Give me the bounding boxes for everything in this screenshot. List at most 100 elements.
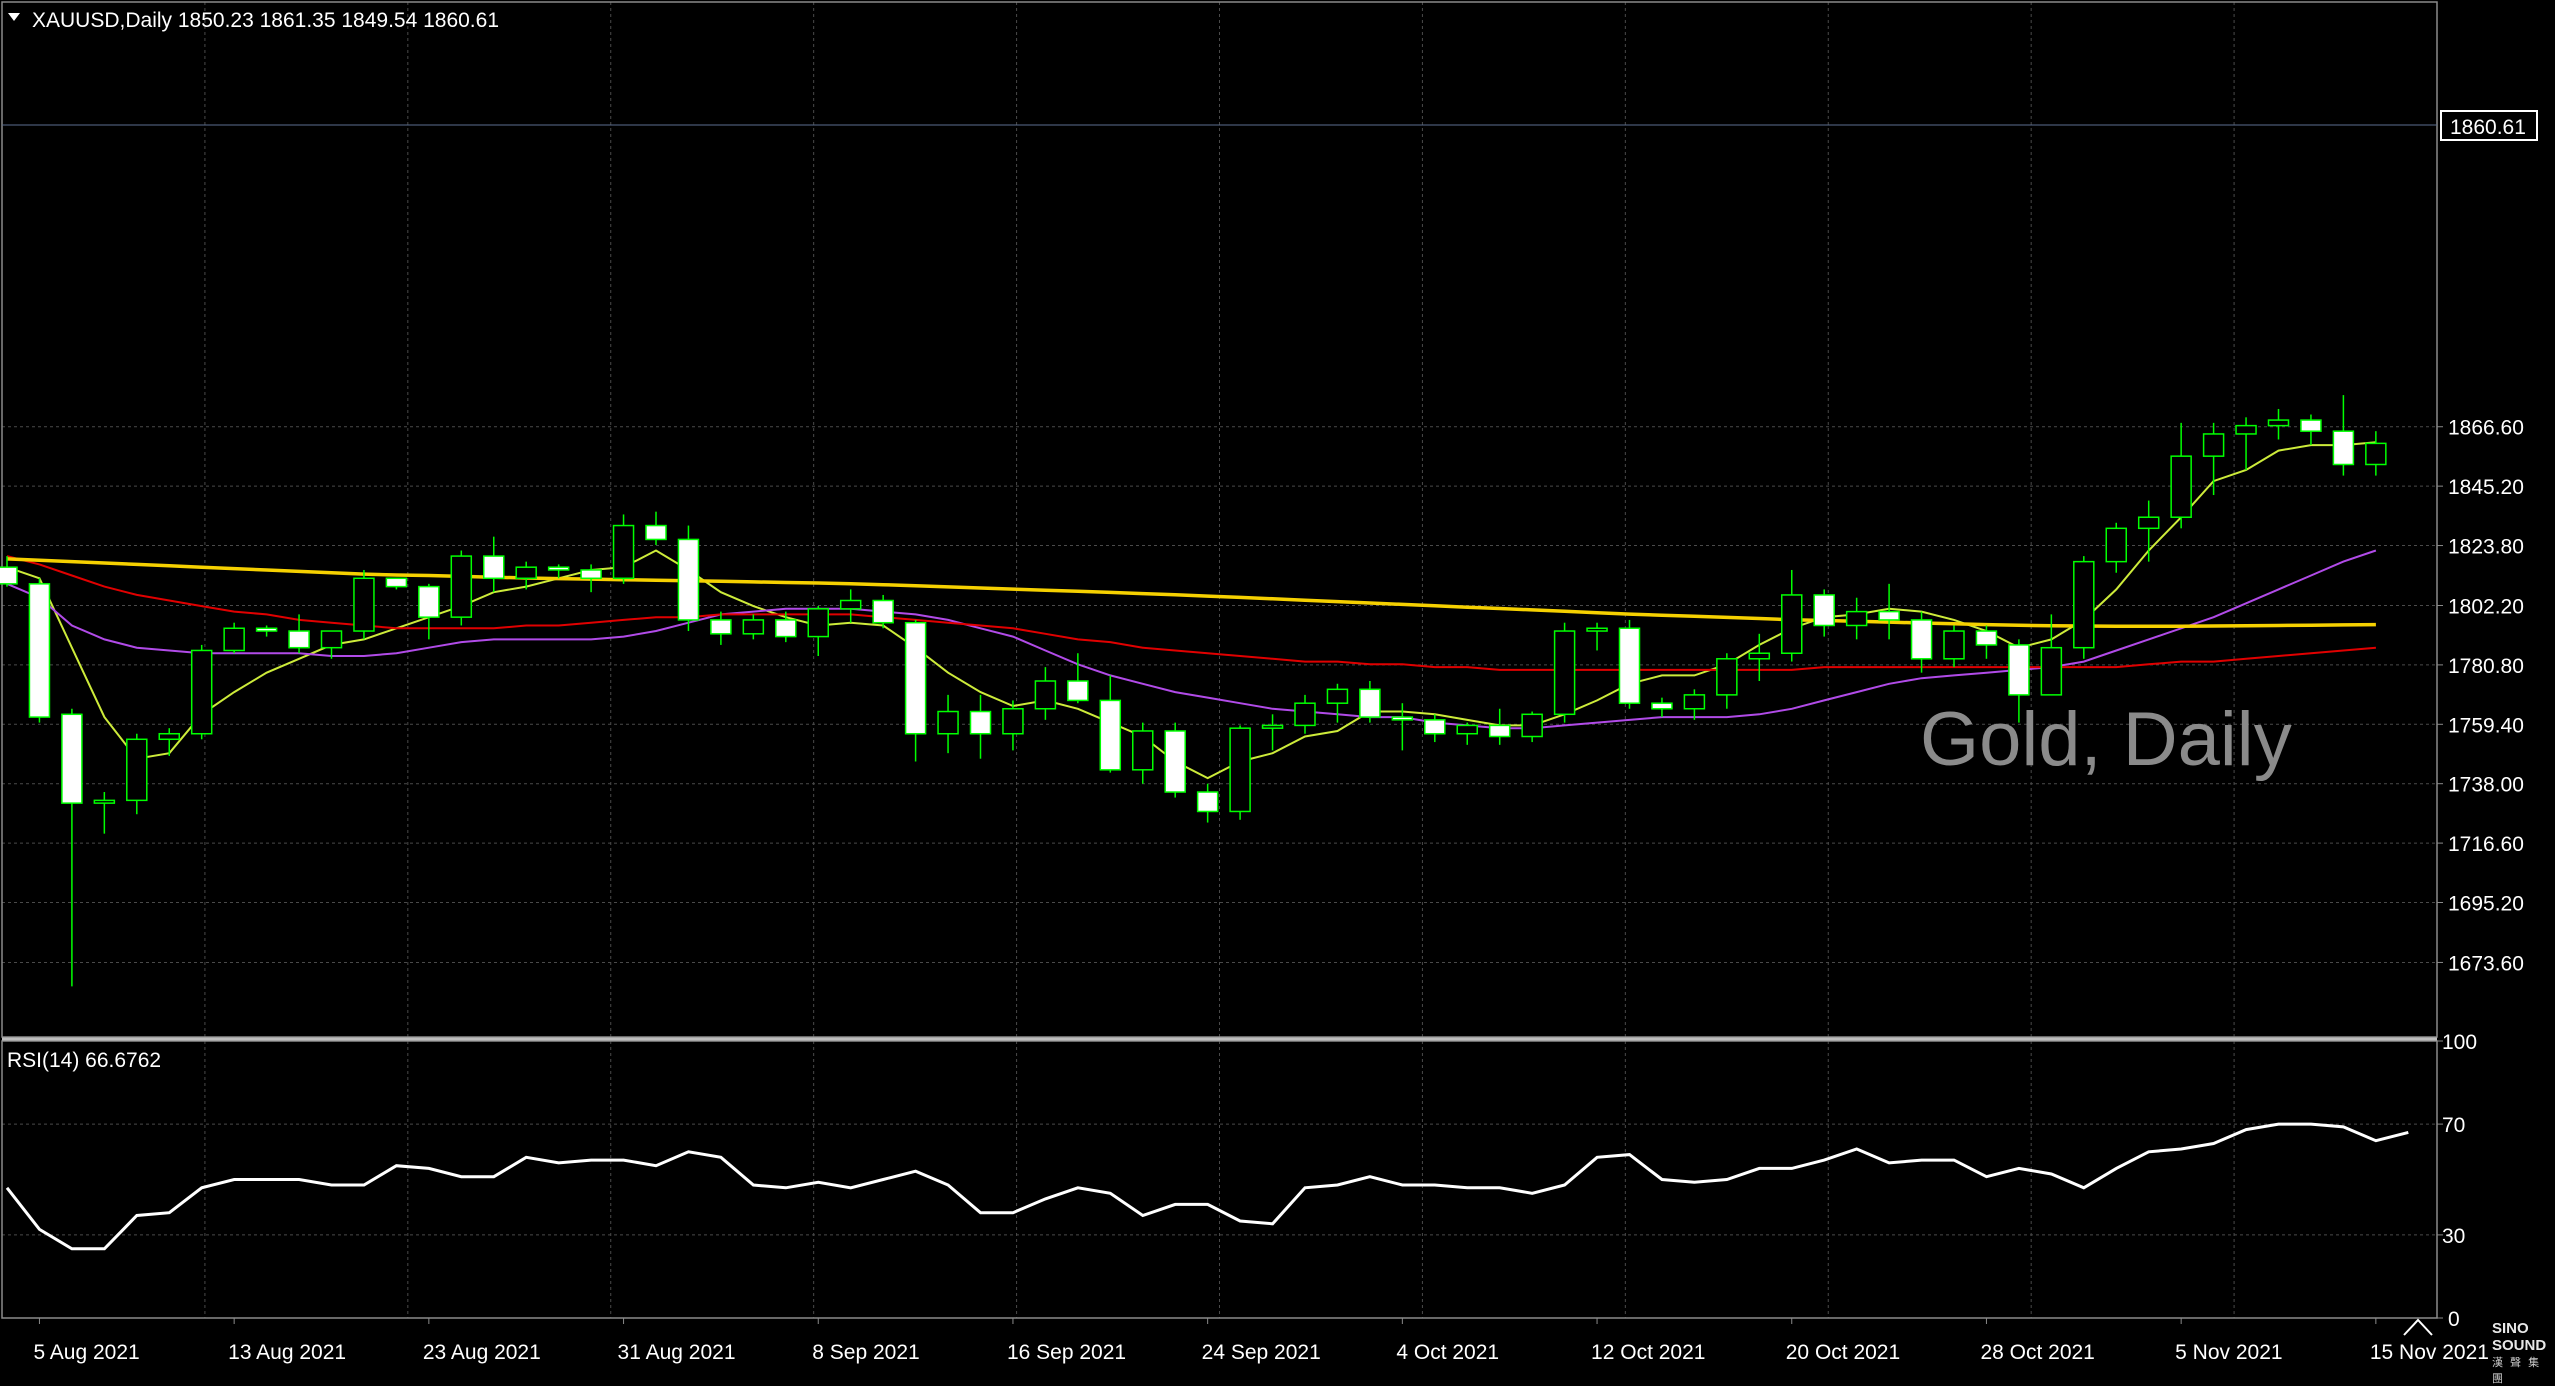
price-axis[interactable]: 1866.60 1845.20 1823.80 1802.20 1780.80 1759.… xyxy=(2437,417,2524,976)
candle-body xyxy=(1488,724,1511,738)
candle-body xyxy=(1132,730,1154,771)
chart-watermark: Gold, Daily xyxy=(1920,697,2292,782)
symbol-ohlc-label: XAUUSD,Daily 1850.23 1861.35 1849.54 186… xyxy=(32,9,499,32)
candle xyxy=(775,611,797,643)
date-tick-label: 12 Oct 2021 xyxy=(1591,1341,1705,1364)
last-price-value: 1860.61 xyxy=(2450,116,2526,139)
last-price-tag xyxy=(2440,110,2538,141)
candle-body xyxy=(1034,680,1057,710)
candle xyxy=(839,589,862,623)
candle xyxy=(1456,722,1478,745)
moving-average-line xyxy=(6,557,2376,629)
candle xyxy=(1099,675,1122,773)
date-tick-label: 20 Oct 2021 xyxy=(1786,1341,1900,1364)
candle xyxy=(1391,703,1414,751)
candle-body xyxy=(1456,724,1478,735)
price-panel-frame xyxy=(1,1,2438,1038)
candle xyxy=(1132,722,1154,784)
candle xyxy=(2105,522,2127,573)
candle xyxy=(126,733,148,815)
candle-body xyxy=(1748,652,1771,660)
brand-name: SINO SOUND xyxy=(2492,1320,2547,1354)
rsi-tick-label: 30 xyxy=(2442,1225,2465,1248)
candle xyxy=(872,594,894,629)
candle-body xyxy=(1975,630,1998,646)
candle xyxy=(190,644,213,740)
candle-body xyxy=(1845,610,1868,627)
candle xyxy=(2202,422,2225,496)
date-tick-label: 24 Sep 2021 xyxy=(1202,1341,1321,1364)
candle-body xyxy=(320,630,343,649)
candle-body xyxy=(1229,727,1251,813)
candle-body xyxy=(158,732,180,741)
candle xyxy=(1521,711,1543,743)
candle-body xyxy=(2267,419,2290,427)
price-tick-label: 1845.20 xyxy=(2448,476,2524,499)
rsi-indicator xyxy=(5,1122,2409,1251)
rsi-tick-label: 100 xyxy=(2442,1031,2477,1054)
candle xyxy=(61,708,83,987)
rsi-axis[interactable]: 100 70 30 0 xyxy=(2437,1031,2477,1331)
candle xyxy=(937,694,959,754)
candle xyxy=(2040,614,2063,696)
candle xyxy=(969,694,992,759)
candle xyxy=(1716,653,1738,709)
candle-body xyxy=(126,738,148,802)
candle-body xyxy=(1910,619,1933,660)
moving-averages xyxy=(6,441,2377,780)
candle xyxy=(1424,714,1446,743)
candle-body xyxy=(2235,424,2257,435)
candle-body xyxy=(872,599,894,624)
candle xyxy=(158,728,180,756)
candle-body xyxy=(1099,699,1122,771)
candle-body xyxy=(93,799,116,804)
candle-body xyxy=(839,599,862,610)
candle-body xyxy=(2008,644,2030,696)
candle xyxy=(483,536,505,593)
candle-body xyxy=(1651,702,1673,710)
brand-subtitle: 漢 聲 集 團 xyxy=(2492,1357,2542,1385)
date-tick-label: 15 Nov 2021 xyxy=(2370,1341,2489,1364)
candle xyxy=(580,564,602,593)
shift-end-icon[interactable] xyxy=(2403,1318,2433,1336)
candle-body xyxy=(1781,594,1803,654)
collapse-triangle-icon[interactable] xyxy=(8,13,20,21)
candle xyxy=(2300,414,2322,446)
candle-body xyxy=(937,710,959,735)
candle-body xyxy=(645,524,667,541)
candle xyxy=(223,622,245,654)
candle xyxy=(1683,689,1706,720)
candle xyxy=(385,577,408,590)
candle-body xyxy=(1424,719,1446,735)
candle xyxy=(904,619,927,762)
date-tick-label: 13 Aug 2021 xyxy=(228,1341,346,1364)
grid-lines xyxy=(2,2,2438,1318)
candle xyxy=(1781,569,1803,662)
date-tick-label: 5 Nov 2021 xyxy=(2175,1341,2282,1364)
candle xyxy=(2365,431,2387,476)
candle xyxy=(2073,556,2095,659)
time-axis[interactable]: 5 Aug 2021 13 Aug 2021 23 Aug 2021 31 Aug 2… xyxy=(33,1318,2489,1364)
candle-body xyxy=(1261,724,1284,729)
candle xyxy=(1845,597,1868,640)
candle xyxy=(2235,417,2257,471)
candle xyxy=(1294,694,1316,734)
candle xyxy=(1488,708,1511,745)
candle-body xyxy=(1521,713,1543,738)
candle xyxy=(2170,422,2192,529)
candle-body xyxy=(1716,658,1738,696)
candle xyxy=(353,569,375,640)
candle-body xyxy=(255,627,278,632)
date-tick-label: 23 Aug 2021 xyxy=(423,1341,541,1364)
price-tick-label: 1695.20 xyxy=(2448,892,2524,915)
price-tick-label: 1716.60 xyxy=(2448,833,2524,856)
candle xyxy=(1359,680,1381,723)
candle xyxy=(2332,395,2355,476)
candle-body xyxy=(1683,694,1706,710)
candle xyxy=(547,564,570,579)
candle-body xyxy=(742,619,765,635)
symbol-header[interactable]: XAUUSD,Daily 1850.23 1861.35 1849.54 186… xyxy=(8,9,499,32)
date-tick-label: 16 Sep 2021 xyxy=(1007,1341,1126,1364)
candle-body xyxy=(1813,594,1835,627)
date-tick-label: 8 Sep 2021 xyxy=(812,1341,919,1364)
